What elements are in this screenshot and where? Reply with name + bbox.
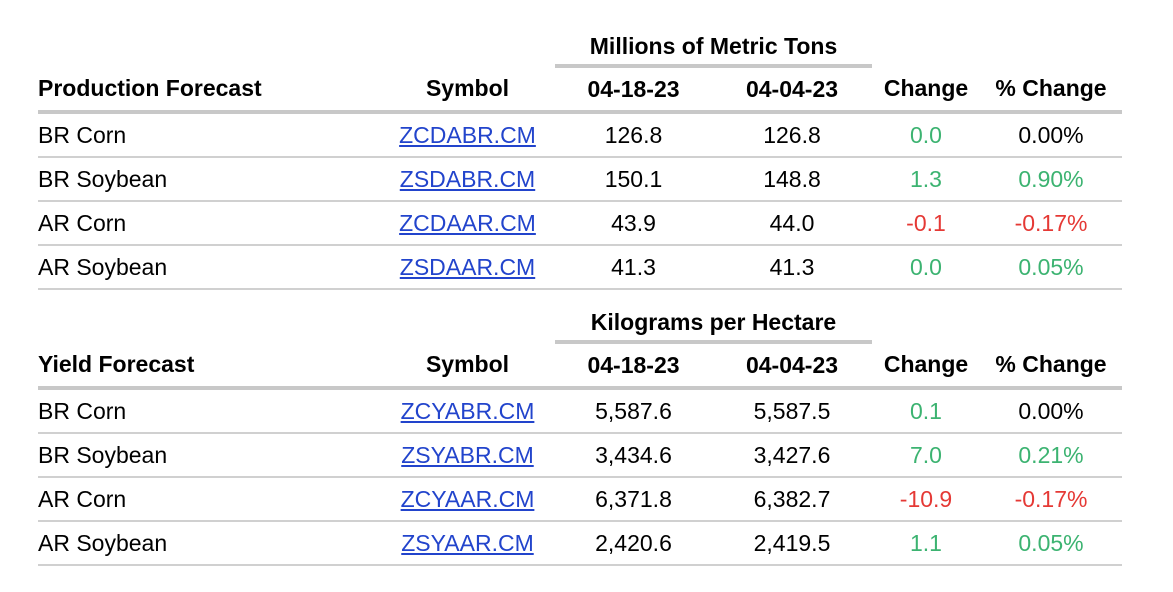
table-row: AR Soybean ZSDAAR.CM 41.3 41.3 0.0 0.05% xyxy=(38,245,1122,290)
table-row: BR Soybean ZSYABR.CM 3,434.6 3,427.6 7.0… xyxy=(38,433,1122,478)
column-header: 04-18-23 xyxy=(555,66,712,114)
percent-change-value: 0.05% xyxy=(980,521,1122,566)
column-header: Production Forecast xyxy=(38,66,380,114)
value-previous: 41.3 xyxy=(712,245,872,290)
crop-name: AR Soybean xyxy=(38,521,380,566)
column-header: Symbol xyxy=(380,66,555,114)
change-value: 1.3 xyxy=(872,157,980,202)
change-value: -0.1 xyxy=(872,201,980,246)
value-previous: 44.0 xyxy=(712,201,872,246)
symbol-link[interactable]: ZCYABR.CM xyxy=(400,397,535,424)
column-header: Symbol xyxy=(380,342,555,390)
column-header: 04-04-23 xyxy=(712,342,872,390)
yield-forecast-table: Kilograms per Hectare Yield Forecast Symbo… xyxy=(38,304,1122,566)
table-row: BR Soybean ZSDABR.CM 150.1 148.8 1.3 0.9… xyxy=(38,157,1122,202)
change-value: 0.0 xyxy=(872,112,980,158)
percent-change-value: -0.17% xyxy=(980,477,1122,522)
symbol-link[interactable]: ZSDABR.CM xyxy=(399,165,536,192)
crop-name: BR Corn xyxy=(38,112,380,158)
value-previous: 5,587.5 xyxy=(712,388,872,434)
value-current: 41.3 xyxy=(555,245,712,290)
unit-group-header: Millions of Metric Tons xyxy=(555,28,872,68)
column-header: Change xyxy=(872,342,980,390)
value-current: 43.9 xyxy=(555,201,712,246)
value-previous: 2,419.5 xyxy=(712,521,872,566)
column-header: 04-18-23 xyxy=(555,342,712,390)
column-header: Change xyxy=(872,66,980,114)
percent-change-value: -0.17% xyxy=(980,201,1122,246)
value-previous: 3,427.6 xyxy=(712,433,872,478)
symbol-link[interactable]: ZCDABR.CM xyxy=(399,121,536,148)
table-row: BR Corn ZCYABR.CM 5,587.6 5,587.5 0.1 0.… xyxy=(38,388,1122,434)
value-current: 6,371.8 xyxy=(555,477,712,522)
crop-name: BR Soybean xyxy=(38,157,380,202)
crop-name: AR Soybean xyxy=(38,245,380,290)
table-row: AR Corn ZCDAAR.CM 43.9 44.0 -0.1 -0.17% xyxy=(38,201,1122,246)
table-row: BR Corn ZCDABR.CM 126.8 126.8 0.0 0.00% xyxy=(38,112,1122,158)
table-row: AR Soybean ZSYAAR.CM 2,420.6 2,419.5 1.1… xyxy=(38,521,1122,566)
symbol-link[interactable]: ZSDAAR.CM xyxy=(399,253,536,280)
value-previous: 6,382.7 xyxy=(712,477,872,522)
change-value: 7.0 xyxy=(872,433,980,478)
percent-change-value: 0.90% xyxy=(980,157,1122,202)
percent-change-value: 0.00% xyxy=(980,388,1122,434)
value-current: 3,434.6 xyxy=(555,433,712,478)
symbol-link[interactable]: ZCDAAR.CM xyxy=(399,209,536,236)
value-current: 126.8 xyxy=(555,112,712,158)
percent-change-value: 0.05% xyxy=(980,245,1122,290)
symbol-link[interactable]: ZSYAAR.CM xyxy=(401,529,534,556)
production-forecast-table: Millions of Metric Tons Production Foreca… xyxy=(38,28,1122,290)
change-value: 0.0 xyxy=(872,245,980,290)
change-value: 0.1 xyxy=(872,388,980,434)
value-current: 2,420.6 xyxy=(555,521,712,566)
table-row: AR Corn ZCYAAR.CM 6,371.8 6,382.7 -10.9 … xyxy=(38,477,1122,522)
crop-name: BR Corn xyxy=(38,388,380,434)
change-value: -10.9 xyxy=(872,477,980,522)
column-header: 04-04-23 xyxy=(712,66,872,114)
crop-name: AR Corn xyxy=(38,201,380,246)
column-header: % Change xyxy=(980,342,1122,390)
value-current: 150.1 xyxy=(555,157,712,202)
value-previous: 126.8 xyxy=(712,112,872,158)
column-header: Yield Forecast xyxy=(38,342,380,390)
change-value: 1.1 xyxy=(872,521,980,566)
symbol-link[interactable]: ZCYAAR.CM xyxy=(400,485,535,512)
unit-group-header: Kilograms per Hectare xyxy=(555,304,872,344)
value-previous: 148.8 xyxy=(712,157,872,202)
crop-name: BR Soybean xyxy=(38,433,380,478)
column-header: % Change xyxy=(980,66,1122,114)
symbol-link[interactable]: ZSYABR.CM xyxy=(401,441,534,468)
percent-change-value: 0.00% xyxy=(980,112,1122,158)
crop-name: AR Corn xyxy=(38,477,380,522)
percent-change-value: 0.21% xyxy=(980,433,1122,478)
value-current: 5,587.6 xyxy=(555,388,712,434)
